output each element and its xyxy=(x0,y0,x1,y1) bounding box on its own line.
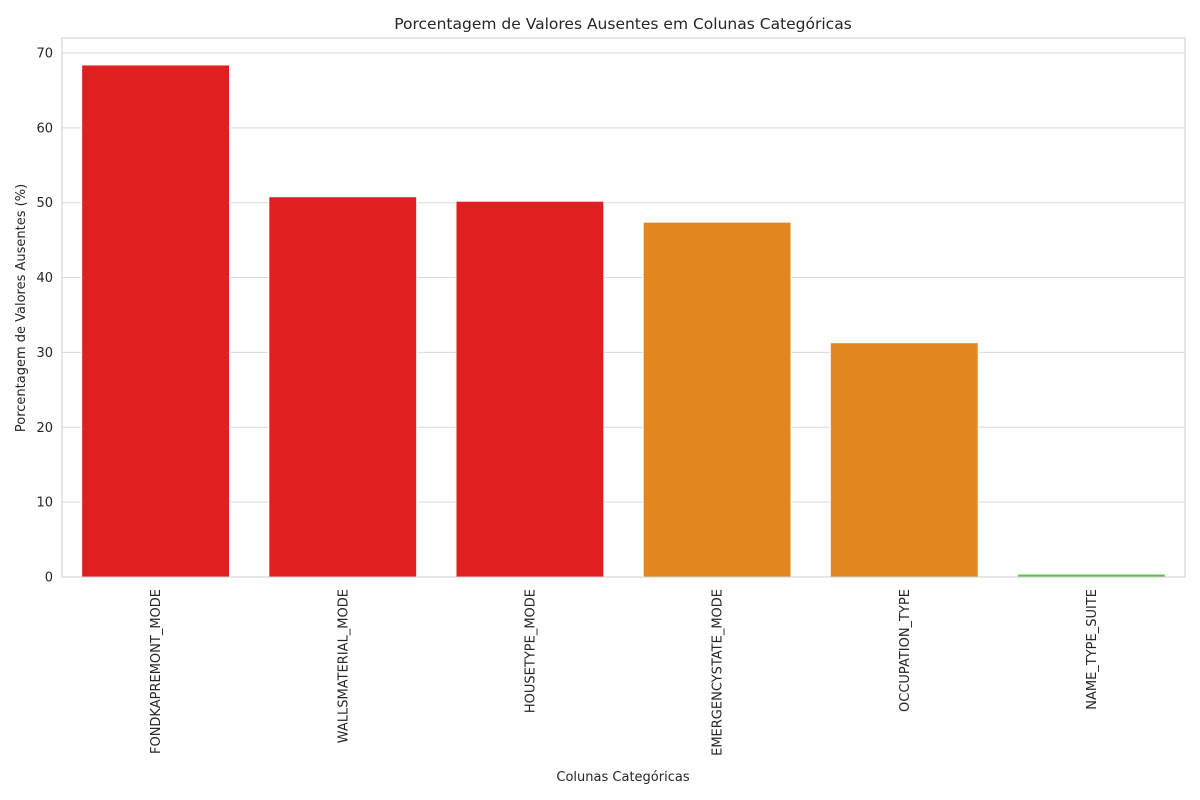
y-tick-label: 0 xyxy=(45,571,53,586)
y-tick-label: 10 xyxy=(36,496,53,511)
x-tick-label: WALLSMATERIAL_MODE xyxy=(336,589,351,743)
y-axis-label: Porcentagem de Valores Ausentes (%) xyxy=(14,184,29,432)
y-tick-label: 20 xyxy=(36,421,53,436)
x-axis-label: Colunas Categóricas xyxy=(556,770,689,785)
y-tick-label: 70 xyxy=(36,46,53,61)
y-tick-label: 40 xyxy=(36,271,53,286)
x-tick-labels: FONDKAPREMONT_MODE WALLSMATERIAL_MODE HOUS… xyxy=(149,589,1100,756)
bars xyxy=(81,64,1166,578)
x-tick-label: EMERGENCYSTATE_MODE xyxy=(711,589,726,756)
y-tick-labels: 0 10 20 30 40 50 60 70 xyxy=(36,46,53,585)
bar xyxy=(829,342,979,578)
gridlines xyxy=(62,52,1185,578)
bar xyxy=(268,196,418,578)
bar xyxy=(81,64,231,578)
plot-frame xyxy=(61,37,1186,578)
bar xyxy=(455,200,605,578)
y-tick-label: 50 xyxy=(36,196,53,211)
x-tick-label: HOUSETYPE_MODE xyxy=(523,589,538,713)
chart-title: Porcentagem de Valores Ausentes em Colun… xyxy=(394,15,852,33)
bar xyxy=(642,221,792,578)
x-tick-label: OCCUPATION_TYPE xyxy=(898,589,913,712)
y-tick-label: 30 xyxy=(36,346,53,361)
x-tick-label: NAME_TYPE_SUITE xyxy=(1085,589,1100,710)
x-tick-label: FONDKAPREMONT_MODE xyxy=(149,589,164,754)
y-tick-label: 60 xyxy=(36,121,53,136)
